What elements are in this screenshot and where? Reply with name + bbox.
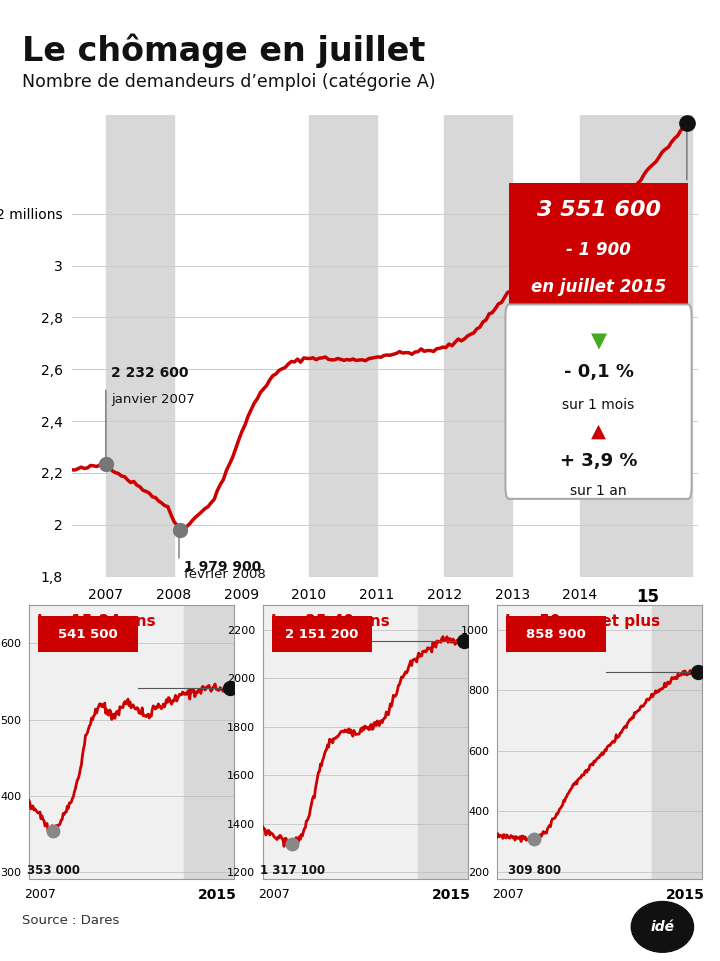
Text: Le chômage en juillet: Le chômage en juillet (22, 34, 425, 68)
Circle shape (631, 901, 693, 952)
Text: - 1 900: - 1 900 (566, 241, 631, 259)
Text: 2 151 200: 2 151 200 (285, 628, 359, 641)
Text: Source : Dares: Source : Dares (22, 914, 119, 927)
Bar (309, 115, 377, 577)
Text: ▼: ▼ (590, 331, 606, 351)
Text: 353 000: 353 000 (27, 864, 80, 876)
Text: 309 800: 309 800 (508, 864, 561, 876)
Text: 858 900: 858 900 (526, 628, 585, 641)
Text: + 3,9 %: + 3,9 % (559, 453, 637, 470)
Bar (580, 115, 692, 577)
Text: Les 50 ans et plus: Les 50 ans et plus (505, 614, 660, 628)
Bar (418, 605, 468, 879)
FancyBboxPatch shape (509, 183, 688, 308)
Text: 1 979 900: 1 979 900 (184, 559, 261, 574)
Text: ▲: ▲ (591, 422, 606, 441)
Text: idé: idé (650, 920, 675, 934)
Bar (444, 115, 512, 577)
Bar (652, 605, 702, 879)
Text: Nombre de demandeurs d’emploi (catégorie A): Nombre de demandeurs d’emploi (catégorie… (22, 72, 435, 90)
Bar (106, 115, 174, 577)
Text: janvier 2007: janvier 2007 (112, 393, 195, 406)
Text: 541 500: 541 500 (58, 628, 117, 641)
Text: sur 1 mois: sur 1 mois (562, 398, 634, 412)
Text: 2 232 600: 2 232 600 (112, 365, 189, 380)
FancyBboxPatch shape (37, 616, 138, 652)
FancyBboxPatch shape (505, 305, 692, 499)
Bar (184, 605, 234, 879)
Text: Les 15-24 ans: Les 15-24 ans (37, 614, 156, 628)
Text: 3 551 600: 3 551 600 (536, 200, 660, 220)
Text: février 2008: février 2008 (184, 568, 266, 580)
Text: sur 1 an: sur 1 an (570, 484, 627, 498)
FancyBboxPatch shape (271, 616, 372, 652)
Text: - 0,1 %: - 0,1 % (564, 363, 634, 381)
FancyBboxPatch shape (505, 616, 606, 652)
Text: en juillet 2015: en juillet 2015 (531, 278, 666, 296)
Text: 1 317 100: 1 317 100 (260, 864, 325, 876)
Text: Les 25-49 ans: Les 25-49 ans (271, 614, 390, 628)
